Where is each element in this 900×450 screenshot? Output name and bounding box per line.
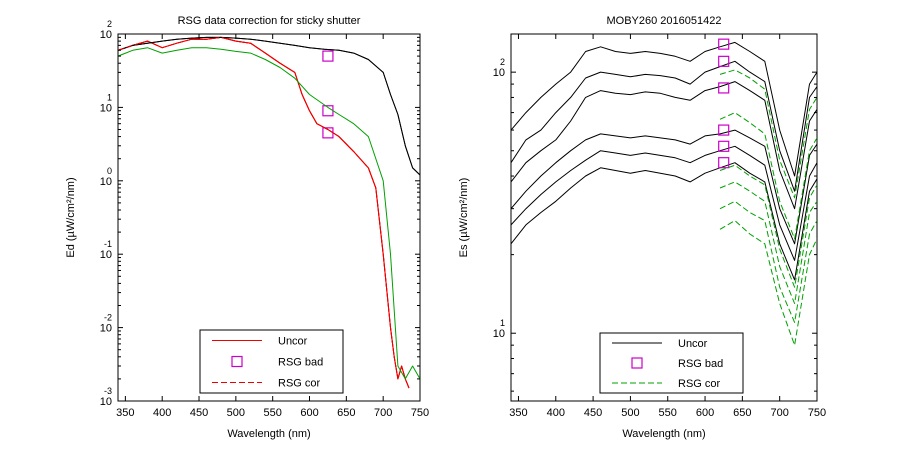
left-x-tick-label: 350 (116, 407, 134, 419)
left-x-tick-label: 650 (337, 407, 355, 419)
right-rsg-bad-marker (718, 82, 730, 94)
left-legend-label: Uncor (278, 336, 308, 348)
left-x-tick-label: 500 (227, 407, 245, 419)
right-y-tick-exponent: 2 (500, 57, 505, 67)
left-y-tick-label: 10 (100, 396, 112, 408)
right-series-rsg-cor-line (719, 69, 817, 199)
right-rsg-bad-marker (718, 157, 730, 169)
right-series-uncor-line (511, 162, 817, 281)
right-legend-label: RSG cor (678, 378, 721, 390)
left-plot-frame (117, 33, 421, 402)
right-x-tick-label: 600 (696, 407, 714, 419)
right-series-rsg-cor-line (719, 200, 817, 323)
left-y-tick-label: 10 (100, 102, 112, 114)
right-series-rsg-cor-line (719, 112, 817, 240)
left-x-tick-label: 750 (411, 407, 429, 419)
left-y-tick-exponent: -1 (104, 239, 112, 249)
right-series-rsg-cor-line (719, 220, 817, 346)
right-series-rsg-cor-line (719, 181, 817, 304)
left-y-tick-label: 10 (100, 323, 112, 335)
right-x-tick-label: 700 (771, 407, 789, 419)
right-legend: Uncor RSG bad RSG cor (599, 332, 744, 394)
right-rsg-bad-marker (718, 38, 730, 50)
right-rsg-bad-marker (718, 55, 730, 67)
left-y-tick-exponent: 0 (107, 166, 112, 176)
left-y-tick-exponent: -2 (104, 313, 112, 323)
right-x-tick-label: 550 (659, 407, 677, 419)
right-series-uncor-line (511, 41, 817, 177)
right-chart-title: MOBY260 2016051422 (607, 15, 722, 27)
right-x-tick-label: 750 (808, 407, 826, 419)
left-series-rsg-cor-line (118, 47, 420, 380)
left-y-tick-exponent: 1 (107, 92, 112, 102)
left-y-tick-exponent: 2 (107, 19, 112, 29)
left-x-tick-label: 600 (300, 407, 318, 419)
left-chart-title: RSG data correction for sticky shutter (178, 15, 361, 27)
right-series-uncor-line (511, 81, 817, 210)
left-series-rsg-cor-line (118, 36, 410, 389)
left-chart-panel: 350 400 450 500 550 600 650 700 75010210110010-1… (65, 15, 429, 440)
left-x-tick-label: 550 (264, 407, 282, 419)
left-legend: Uncor RSG bad RSG cor (199, 329, 344, 394)
right-y-tick-exponent: 1 (500, 318, 505, 328)
right-x-tick-label: 500 (621, 407, 639, 419)
left-legend-swatch (231, 355, 243, 368)
left-legend-label: RSG bad (278, 357, 323, 369)
right-rsg-bad-marker (718, 140, 730, 152)
left-y-tick-exponent: -3 (104, 386, 112, 396)
right-x-axis-label: Wavelength (nm) (622, 428, 705, 440)
right-y-tick-label: 10 (493, 328, 505, 340)
right-series-uncor-line (511, 129, 817, 245)
right-x-tick-label: 450 (584, 407, 602, 419)
left-y-tick-label: 10 (100, 249, 112, 261)
right-y-axis-label: Es (µW/cm²/nm) (458, 178, 470, 258)
right-legend-swatch (631, 357, 643, 369)
left-legend-label: RSG cor (278, 378, 321, 390)
right-legend-label: RSG bad (678, 358, 723, 370)
right-x-tick-label: 400 (547, 407, 565, 419)
left-x-tick-label: 450 (190, 407, 208, 419)
right-x-tick-label: 350 (509, 407, 527, 419)
right-chart-panel: 350 400 450 500 550 600 650 700 750101102MOBY260… (458, 15, 826, 440)
right-series-uncor-line (511, 145, 817, 261)
left-y-tick-label: 10 (100, 176, 112, 188)
right-legend-label: Uncor (678, 338, 708, 350)
left-rsg-bad-marker (322, 50, 334, 62)
right-rsg-bad-marker (718, 124, 730, 136)
right-series-rsg-cor-line (719, 164, 817, 288)
left-x-tick-label: 400 (153, 407, 171, 419)
right-plot-frame (510, 33, 818, 402)
right-x-tick-label: 650 (733, 407, 751, 419)
left-y-tick-label: 10 (100, 29, 112, 41)
left-y-axis-label: Ed (µW/cm²/nm) (65, 177, 77, 257)
left-x-tick-label: 700 (374, 407, 392, 419)
right-series-uncor-line (511, 60, 817, 192)
left-series-uncor-line (118, 36, 420, 176)
right-y-tick-label: 10 (493, 67, 505, 79)
left-x-axis-label: Wavelength (nm) (227, 428, 310, 440)
